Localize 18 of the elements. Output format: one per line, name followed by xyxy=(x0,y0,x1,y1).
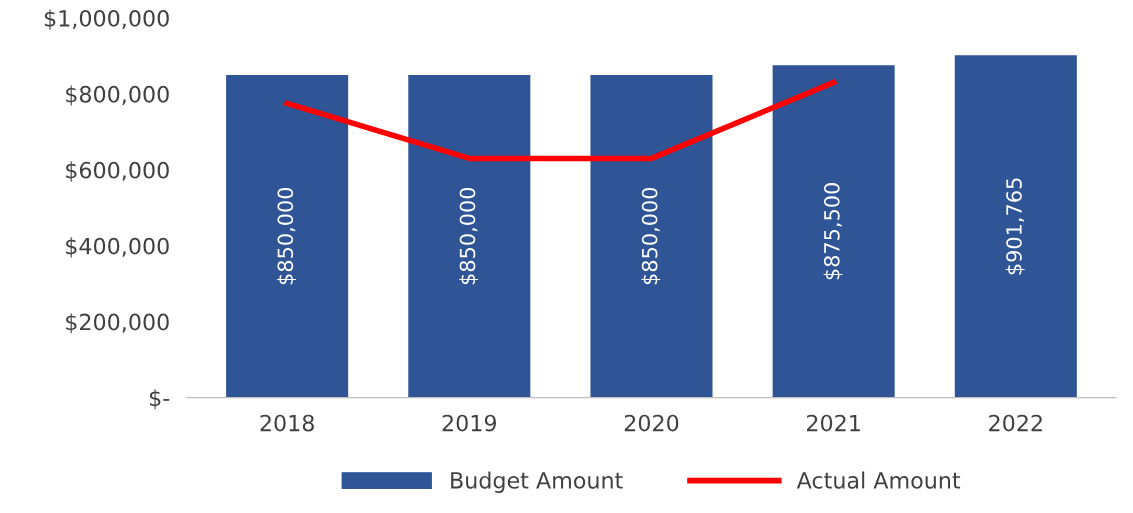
data-label: $901,765 xyxy=(1005,178,1025,275)
data-label: $875,500 xyxy=(823,183,843,280)
legend-label: Budget Amount xyxy=(451,471,623,493)
y-tick-label: $1,000,000 xyxy=(44,9,169,30)
y-tick-label: $600,000 xyxy=(66,161,169,182)
y-tick-label: $800,000 xyxy=(66,85,169,106)
data-label: $850,000 xyxy=(641,187,661,285)
data-label: $850,000 xyxy=(459,187,479,285)
y-tick-label: $400,000 xyxy=(66,237,169,258)
legend-label: Actual Amount xyxy=(796,471,961,489)
x-tick-label: 2019 xyxy=(442,414,497,432)
x-tick-label: 2018 xyxy=(260,414,314,432)
y-tick-label: $200,000 xyxy=(66,313,169,334)
y-tick-label: $- xyxy=(149,389,170,410)
x-tick-label: 2022 xyxy=(989,414,1042,432)
x-tick-label: 2020 xyxy=(624,414,679,432)
data-label: $850,000 xyxy=(277,187,296,285)
x-tick-label: 2021 xyxy=(806,414,860,432)
